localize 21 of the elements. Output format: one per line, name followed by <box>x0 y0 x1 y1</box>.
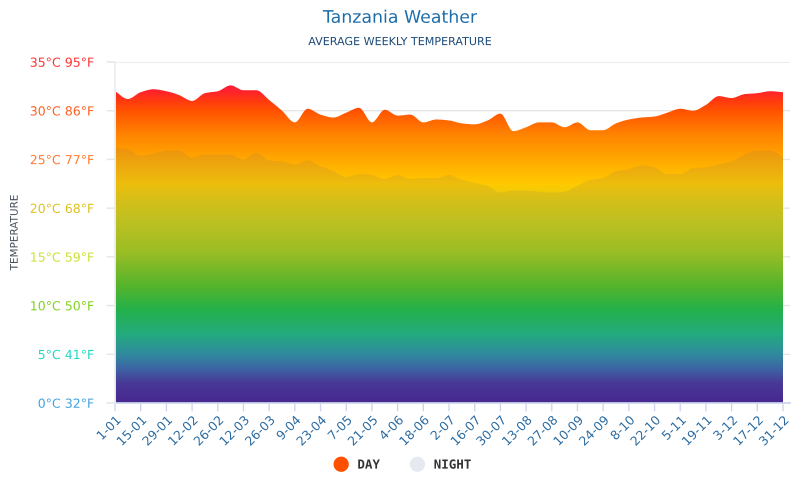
y-tick-label: 20°C <box>30 204 60 214</box>
legend-label: DAY <box>358 460 380 469</box>
y-tick-label: 0°C <box>38 398 60 408</box>
y-tick-label: 35°C <box>30 57 60 67</box>
y-tick-label: 15°C <box>31 252 60 262</box>
legend-label: NIGHT <box>434 459 471 469</box>
y-tick-label: 30°C <box>30 106 60 116</box>
y-axis-title: TEMPERATURE <box>10 195 18 270</box>
y-tick-label: 25°C <box>30 154 60 164</box>
y2-tick-label: 50°F <box>66 301 94 310</box>
y2-tick-label: 32°F <box>66 398 94 408</box>
y-tick-label: 10°C <box>31 301 60 310</box>
y2-tick-label: 41°F <box>65 350 94 360</box>
y-tick-label: 5°C <box>38 350 60 360</box>
y2-tick-label: 77°F <box>66 154 94 164</box>
y2-tick-label: 86°F <box>66 106 94 116</box>
y2-tick-label: 59°F <box>66 252 94 262</box>
y2-tick-label: 95°F <box>66 57 94 67</box>
chart-title: Tanzania Weather <box>322 10 478 24</box>
chart-subtitle: AVERAGE WEEKLY TEMPERATURE <box>308 36 492 46</box>
y2-tick-label: 68°F <box>66 204 94 214</box>
